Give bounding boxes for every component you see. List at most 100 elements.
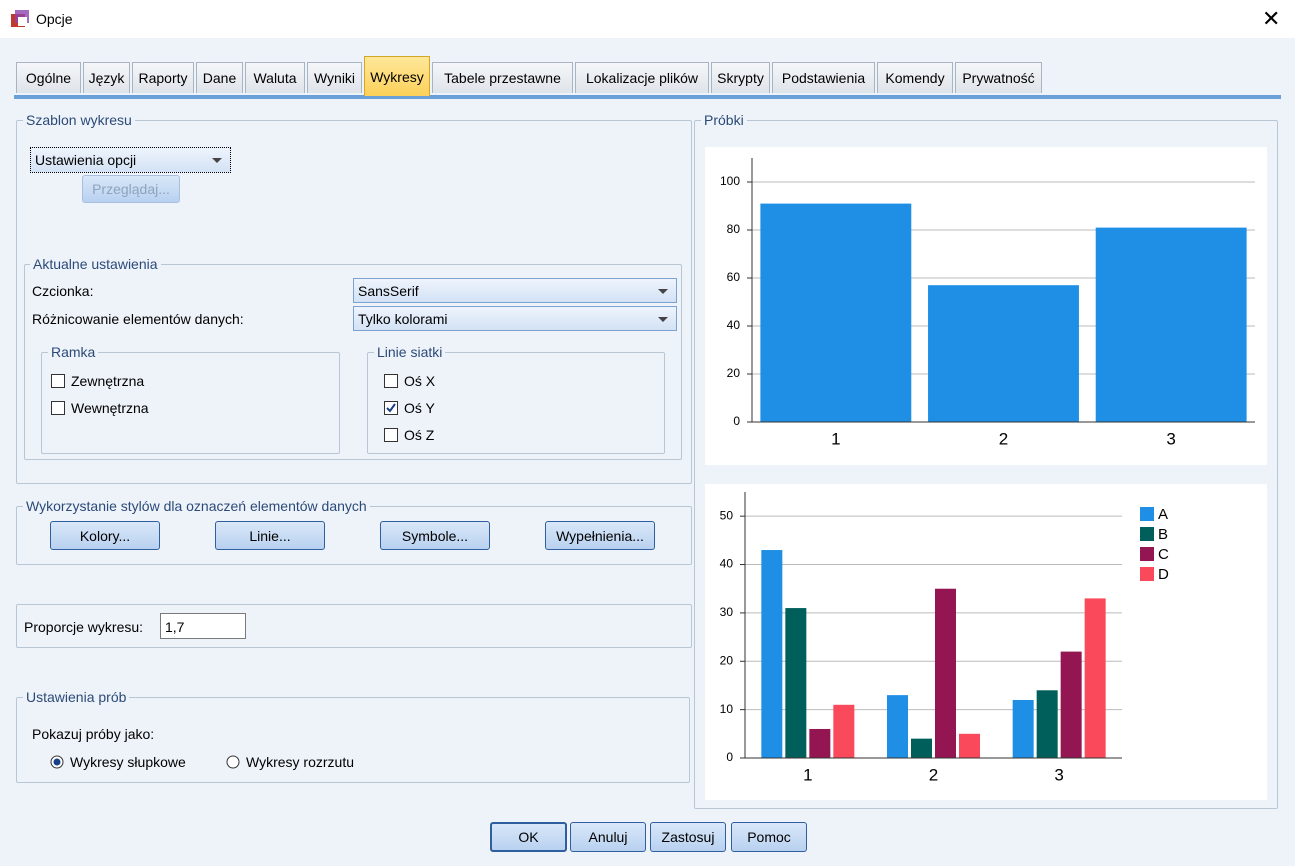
font-label: Czcionka: bbox=[32, 283, 94, 299]
aspect-label: Proporcje wykresu: bbox=[24, 619, 144, 635]
select-value: Tylko kolorami bbox=[358, 310, 448, 327]
legend-label: C bbox=[1158, 546, 1169, 563]
x-tick-label: 2 bbox=[999, 429, 1008, 448]
y-tick-label: 20 bbox=[720, 653, 734, 667]
group-legend: Ramka bbox=[48, 344, 99, 360]
bar bbox=[911, 738, 932, 758]
tab[interactable]: Tabele przestawne bbox=[432, 62, 573, 93]
checkbox[interactable] bbox=[51, 401, 65, 415]
radio[interactable] bbox=[226, 755, 240, 769]
y-tick-label: 40 bbox=[727, 318, 741, 332]
bar bbox=[1036, 690, 1058, 758]
bar bbox=[1084, 598, 1106, 758]
legend-swatch bbox=[1140, 507, 1154, 521]
tab[interactable]: Komendy bbox=[877, 62, 953, 93]
bar bbox=[1095, 227, 1247, 422]
checkbox-label: Wewnętrzna bbox=[71, 400, 149, 416]
checkbox[interactable] bbox=[384, 401, 398, 415]
footer-button[interactable]: Zastosuj bbox=[650, 822, 726, 852]
legend-label: B bbox=[1158, 526, 1168, 543]
bar bbox=[833, 704, 855, 758]
tab[interactable]: Lokalizacje plików bbox=[575, 62, 709, 93]
y-tick-label: 0 bbox=[733, 414, 740, 428]
diff-label: Różnicowanie elementów danych: bbox=[32, 311, 244, 327]
bar bbox=[1060, 651, 1082, 758]
aspect-input[interactable]: 1,7 bbox=[160, 613, 246, 639]
browse-button[interactable]: Przeglądaj... bbox=[82, 175, 180, 203]
tab[interactable]: Podstawienia bbox=[772, 62, 875, 93]
checkbox[interactable] bbox=[51, 374, 65, 388]
template-select[interactable]: Ustawienia opcji bbox=[30, 147, 231, 173]
title-bar: Opcje ✕ bbox=[0, 0, 1295, 38]
group-legend: Aktualne ustawienia bbox=[30, 256, 161, 272]
footer-button[interactable]: Pomoc bbox=[731, 822, 807, 852]
close-button[interactable]: ✕ bbox=[1262, 6, 1281, 31]
y-tick-label: 20 bbox=[727, 366, 741, 380]
app-icon bbox=[11, 10, 29, 27]
checkbox[interactable] bbox=[384, 374, 398, 388]
checkbox-label: Zewnętrzna bbox=[71, 373, 145, 389]
sample-chart: 0 20 40 60 80 100 1 2 3 bbox=[705, 147, 1267, 465]
group-legend: Ustawienia prób bbox=[23, 689, 130, 705]
legend-swatch bbox=[1140, 547, 1154, 561]
legend-swatch bbox=[1140, 567, 1154, 581]
bar bbox=[761, 550, 783, 758]
preview-group bbox=[694, 120, 1278, 809]
y-tick-label: 60 bbox=[727, 270, 741, 284]
legend-swatch bbox=[1140, 527, 1154, 541]
tab[interactable]: Dane bbox=[196, 62, 243, 93]
template-group bbox=[16, 120, 692, 484]
x-tick-label: 3 bbox=[1166, 429, 1175, 448]
window-title: Opcje bbox=[36, 11, 73, 27]
footer-button[interactable]: OK bbox=[490, 822, 567, 852]
frame-group bbox=[41, 352, 340, 454]
tab[interactable]: Prywatność bbox=[955, 62, 1042, 93]
bar bbox=[1012, 699, 1034, 758]
samples-prompt: Pokazuj próby jako: bbox=[32, 726, 155, 742]
style-button[interactable]: Symbole... bbox=[380, 521, 490, 550]
tab[interactable]: Wykresy bbox=[364, 56, 430, 96]
y-tick-label: 100 bbox=[720, 174, 740, 188]
checkbox-label: Oś Z bbox=[404, 427, 435, 443]
diff-select[interactable]: Tylko kolorami bbox=[353, 306, 677, 331]
footer-button[interactable]: Anuluj bbox=[570, 822, 646, 852]
checkbox-label: Oś Y bbox=[404, 400, 435, 416]
tab[interactable]: Wyniki bbox=[307, 62, 362, 93]
aspect-group bbox=[16, 604, 692, 648]
style-button[interactable]: Linie... bbox=[215, 521, 325, 550]
tab[interactable]: Skrypty bbox=[711, 62, 770, 93]
style-button[interactable]: Wypełnienia... bbox=[545, 521, 655, 550]
samples-group bbox=[16, 697, 690, 783]
bar bbox=[959, 733, 980, 758]
tab[interactable]: Waluta bbox=[245, 62, 305, 93]
radio-label: Wykresy słupkowe bbox=[70, 754, 186, 770]
y-tick-label: 40 bbox=[720, 557, 734, 571]
group-legend: Próbki bbox=[701, 112, 747, 128]
tab-rule bbox=[14, 95, 1281, 99]
y-tick-label: 0 bbox=[726, 750, 733, 764]
legend-label: D bbox=[1158, 566, 1169, 583]
radio[interactable] bbox=[50, 755, 64, 769]
group-legend: Linie siatki bbox=[374, 344, 446, 360]
tab[interactable]: Raporty bbox=[132, 62, 194, 93]
font-select[interactable]: SansSerif bbox=[353, 278, 677, 303]
x-tick-label: 1 bbox=[831, 429, 840, 448]
x-tick-label: 1 bbox=[803, 765, 812, 784]
y-tick-label: 30 bbox=[720, 605, 734, 619]
bar bbox=[935, 588, 956, 758]
legend-label: A bbox=[1158, 506, 1168, 523]
x-tick-label: 3 bbox=[1054, 765, 1063, 784]
bar bbox=[928, 285, 1079, 422]
style-button[interactable]: Kolory... bbox=[50, 521, 160, 550]
current-group bbox=[24, 264, 682, 460]
tab[interactable]: Język bbox=[83, 62, 130, 93]
select-value: SansSerif bbox=[358, 282, 419, 299]
bar bbox=[760, 203, 912, 422]
group-legend: Szablon wykresu bbox=[23, 112, 135, 128]
x-tick-label: 2 bbox=[929, 765, 938, 784]
tab[interactable]: Ogólne bbox=[16, 62, 81, 93]
y-tick-label: 10 bbox=[720, 702, 734, 716]
checkbox[interactable] bbox=[384, 428, 398, 442]
